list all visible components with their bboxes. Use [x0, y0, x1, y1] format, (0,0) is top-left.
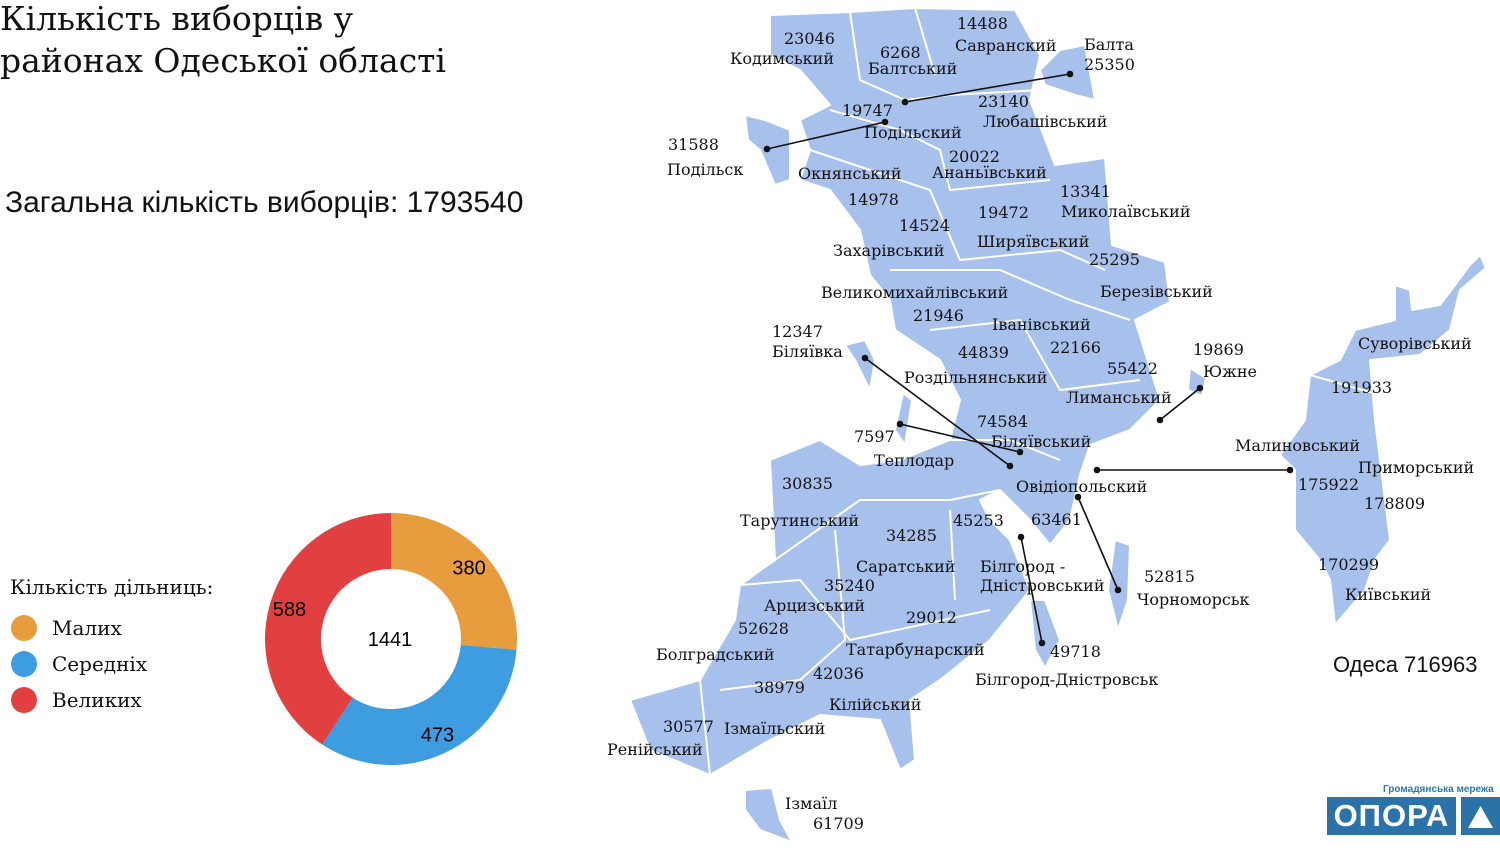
legend-item-large: Великих — [11, 686, 142, 714]
region-name: Савранский — [955, 36, 1057, 55]
region-name: Ізмаїл — [785, 794, 838, 813]
region-name: Іванівський — [992, 315, 1091, 334]
region-voters: 74584 — [977, 412, 1028, 431]
region-name: Малиновський — [1235, 436, 1361, 455]
region-name: Приморський — [1358, 458, 1475, 477]
region-voters: 25350 — [1084, 55, 1135, 74]
region-name: Суворівський — [1358, 334, 1472, 353]
region-voters: 19747 — [842, 101, 893, 120]
region-voters: 12347 — [772, 322, 823, 341]
region-name: Біляївка — [772, 342, 843, 361]
region-voters: 42036 — [813, 664, 864, 683]
region-voters: 34285 — [886, 526, 937, 545]
map-biliaivka — [844, 339, 876, 391]
region-name: Миколаївський — [1061, 202, 1191, 221]
region-voters: 13341 — [1060, 182, 1111, 201]
region-voters: 21946 — [913, 306, 964, 325]
legend-item-small: Малих — [11, 614, 122, 642]
region-name: Овідіопольский — [1016, 477, 1148, 496]
page-title: Кількість виборців у районах Одеської об… — [0, 0, 446, 80]
legend-label: Великих — [52, 688, 142, 712]
legend-label: Малих — [52, 616, 122, 640]
region-name: Балтський — [868, 59, 958, 78]
leader-lines — [763, 70, 1294, 647]
logo-triangle-icon — [1461, 797, 1500, 835]
region-name: Біляївський — [991, 432, 1092, 451]
region-name: Кілійський — [829, 695, 922, 714]
region-name: Любашівський — [983, 112, 1108, 131]
region-voters: 25295 — [1089, 250, 1140, 269]
region-name: Болградський — [656, 645, 775, 664]
region-name: Роздільнянський — [904, 368, 1048, 387]
total-voters: Загальна кількість виборців: 1793540 — [5, 186, 524, 219]
region-name: Лиманський — [1066, 388, 1172, 407]
region-voters: 19869 — [1193, 340, 1244, 359]
region-name: Теплодар — [874, 451, 955, 470]
region-voters: 52815 — [1144, 567, 1195, 586]
region-voters: 7597 — [854, 427, 895, 446]
region-voters: 20022 — [949, 147, 1000, 166]
region-voters: 6268 — [880, 43, 921, 62]
region-voters: 170299 — [1318, 555, 1380, 574]
region-voters: 49718 — [1050, 642, 1101, 661]
region-voters: 52628 — [738, 619, 789, 638]
region-name: Саратський — [856, 557, 956, 576]
region-voters: 14488 — [957, 14, 1008, 33]
region-name: Кодимський — [730, 49, 834, 68]
map-teplodar — [894, 392, 913, 446]
region-name: Березівський — [1100, 282, 1213, 301]
region-voters: 14524 — [899, 216, 950, 235]
region-name: Київський — [1345, 585, 1432, 604]
region-name: Ренійський — [607, 740, 703, 759]
region-voters: 30835 — [782, 474, 833, 493]
region-voters: 178809 — [1364, 494, 1426, 513]
legend-item-medium: Середніх — [11, 650, 147, 678]
legend-dot-small — [11, 615, 37, 641]
region-name: Ананьївський — [932, 163, 1047, 182]
region-voters: 175922 — [1298, 475, 1360, 494]
map-izmail — [744, 787, 793, 843]
region-name: Балта — [1084, 35, 1134, 54]
legend-label: Середніх — [52, 652, 148, 676]
region-name: Чорноморськ — [1137, 590, 1250, 609]
opora-logo: ОПОРА — [1327, 797, 1456, 835]
region-name: Подільский — [864, 123, 962, 142]
region-name: Ширяївський — [977, 232, 1090, 251]
region-voters: 61709 — [813, 814, 864, 833]
region-name: Захарівський — [833, 241, 945, 260]
region-voters: 63461 — [1031, 510, 1082, 529]
region-voters: 23140 — [978, 92, 1029, 111]
region-voters: 35240 — [824, 576, 875, 595]
region-voters: 30577 — [663, 717, 714, 736]
region-name: Татарбунарский — [846, 640, 985, 659]
region-name: Ізмаїльский — [724, 719, 826, 738]
region-name: Тарутинський — [740, 511, 860, 530]
region-voters: 31588 — [668, 135, 719, 154]
map-chornomorsk — [1107, 539, 1131, 631]
region-name: Білгород - Дністровський — [980, 557, 1105, 595]
logo-subtitle: Громадянська мережа — [1383, 784, 1494, 795]
map-odesa — [1279, 254, 1487, 626]
region-voters: 44839 — [958, 343, 1009, 362]
region-voters: 55422 — [1107, 359, 1158, 378]
region-name: Окнянський — [798, 164, 902, 183]
region-voters: 19472 — [978, 203, 1029, 222]
odesa-label: Одеса 716963 — [1333, 652, 1478, 677]
legend-title: Кількість дільниць: — [10, 575, 214, 599]
legend-dot-medium — [11, 651, 37, 677]
region-voters: 23046 — [784, 29, 835, 48]
region-name: Подільск — [667, 160, 744, 179]
region-name: Арцизський — [764, 596, 866, 615]
region-voters: 22166 — [1050, 338, 1101, 357]
region-voters: 45253 — [953, 511, 1004, 530]
region-name: Великомихайлівський — [821, 283, 1009, 302]
region-voters: 14978 — [848, 190, 899, 209]
region-voters: 38979 — [754, 678, 805, 697]
region-voters: 29012 — [906, 608, 957, 627]
region-name: Білгород-Дністровськ — [975, 670, 1159, 689]
region-name: Южне — [1203, 362, 1257, 381]
legend-dot-large — [11, 687, 37, 713]
region-voters: 191933 — [1331, 378, 1393, 397]
